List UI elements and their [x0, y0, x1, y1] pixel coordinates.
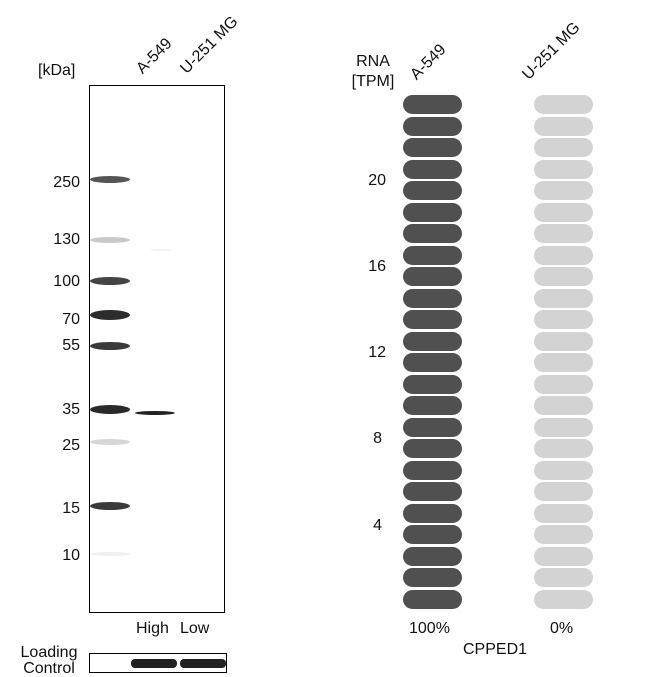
rna-bar-segment-u251 — [534, 116, 593, 136]
wb-lane-label-a549: A-549 — [133, 35, 176, 78]
rna-bar-segment-a549 — [403, 482, 462, 501]
sample-band-a549 — [135, 411, 175, 415]
rna-bar-segment-a549 — [403, 439, 462, 458]
rna-bar-segment-a549 — [403, 310, 462, 329]
rna-bar-segment-u251 — [534, 181, 593, 200]
ladder-band-35 — [90, 405, 130, 414]
rna-bar-segment-u251 — [534, 95, 593, 114]
rna-bar-segment-a549 — [403, 224, 462, 243]
rna-bar-segment-a549 — [403, 138, 462, 157]
ladder-band-250 — [90, 176, 130, 183]
rna-bar-segment-a549 — [403, 331, 462, 351]
rna-lane-label-u251: U-251 MG — [519, 19, 584, 84]
kda-unit-label: [kDa] — [38, 62, 76, 79]
rna-column-u251 — [534, 95, 593, 610]
rna-tick-12: 12 — [368, 344, 386, 361]
rna-bar-segment-a549 — [403, 267, 462, 286]
loading-band-u251 — [180, 659, 226, 668]
rna-percent-a549: 100% — [409, 620, 450, 637]
rna-bar-segment-a549 — [403, 202, 462, 222]
expression-label-high: High — [136, 620, 169, 637]
rna-bar-segment-u251 — [534, 460, 593, 480]
marker-label-35: 35 — [62, 401, 80, 418]
faint-band-u251 — [150, 249, 172, 251]
rna-bar-segment-u251 — [534, 310, 593, 329]
rna-lane-label-a549: A-549 — [407, 41, 450, 84]
rna-axis-label-line1: RNA — [356, 53, 390, 70]
rna-bar-segment-u251 — [534, 525, 593, 544]
rna-axis-label-line2: [TPM] — [351, 73, 395, 90]
loading-control-panel — [89, 653, 227, 673]
rna-bar-segment-a549 — [403, 288, 462, 308]
rna-tick-16: 16 — [368, 258, 386, 275]
rna-bar-segment-a549 — [403, 568, 462, 587]
rna-bar-segment-u251 — [534, 224, 593, 243]
rna-tick-8: 8 — [373, 430, 382, 447]
rna-bar-segment-a549 — [403, 396, 462, 415]
loading-band-a549 — [131, 659, 177, 668]
rna-percent-u251: 0% — [550, 620, 574, 637]
marker-label-100: 100 — [53, 273, 80, 290]
rna-bar-segment-u251 — [534, 374, 593, 394]
rna-column-a549 — [403, 95, 462, 610]
ladder-band-100 — [90, 277, 130, 285]
rna-bar-segment-u251 — [534, 396, 593, 415]
marker-label-70: 70 — [62, 311, 80, 328]
ladder-band-130 — [90, 237, 130, 243]
rna-bar-segment-u251 — [534, 482, 593, 501]
rna-tick-4: 4 — [373, 517, 382, 534]
rna-bar-segment-u251 — [534, 245, 593, 265]
ladder-band-15 — [90, 502, 130, 510]
rna-bar-segment-u251 — [534, 202, 593, 222]
rna-bar-segment-a549 — [403, 353, 462, 372]
rna-bar-segment-u251 — [534, 267, 593, 286]
rna-bar-segment-a549 — [403, 525, 462, 544]
rna-bar-segment-a549 — [403, 460, 462, 480]
ladder-band-55 — [90, 342, 130, 350]
rna-bar-segment-u251 — [534, 589, 593, 609]
loading-control-label: Loading Control — [20, 644, 78, 677]
rna-bar-segment-a549 — [403, 417, 462, 437]
rna-bar-segment-u251 — [534, 353, 593, 372]
rna-bar-segment-a549 — [403, 503, 462, 523]
gene-name: CPPED1 — [463, 641, 528, 658]
rna-bar-segment-a549 — [403, 245, 462, 265]
rna-bar-segment-a549 — [403, 159, 462, 179]
ladder-band-70 — [90, 310, 130, 320]
rna-bar-segment-u251 — [534, 503, 593, 523]
marker-label-10: 10 — [62, 547, 80, 564]
rna-bar-segment-a549 — [403, 95, 462, 114]
marker-label-15: 15 — [62, 500, 80, 517]
marker-label-55: 55 — [62, 337, 80, 354]
rna-bar-segment-a549 — [403, 116, 462, 136]
rna-bar-segment-u251 — [534, 568, 593, 587]
rna-bar-segment-u251 — [534, 417, 593, 437]
rna-bar-segment-u251 — [534, 138, 593, 157]
marker-label-25: 25 — [62, 437, 80, 454]
marker-label-130: 130 — [53, 231, 80, 248]
rna-axis-label: RNA [TPM] — [348, 52, 398, 92]
western-blot-panel — [89, 85, 225, 613]
rna-bar-segment-a549 — [403, 181, 462, 200]
rna-bar-segment-a549 — [403, 374, 462, 394]
ladder-band-25 — [90, 439, 130, 445]
expression-label-low: Low — [180, 620, 210, 637]
rna-bar-segment-u251 — [534, 288, 593, 308]
rna-bar-segment-u251 — [534, 331, 593, 351]
ladder-band-10 — [90, 552, 130, 556]
wb-lane-label-u251: U-251 MG — [177, 13, 242, 78]
rna-bar-segment-u251 — [534, 159, 593, 179]
rna-bar-segment-a549 — [403, 589, 462, 609]
rna-bar-segment-a549 — [403, 546, 462, 566]
rna-bar-segment-u251 — [534, 439, 593, 458]
rna-bar-segment-u251 — [534, 546, 593, 566]
marker-label-250: 250 — [53, 174, 80, 191]
rna-tick-20: 20 — [368, 172, 386, 189]
